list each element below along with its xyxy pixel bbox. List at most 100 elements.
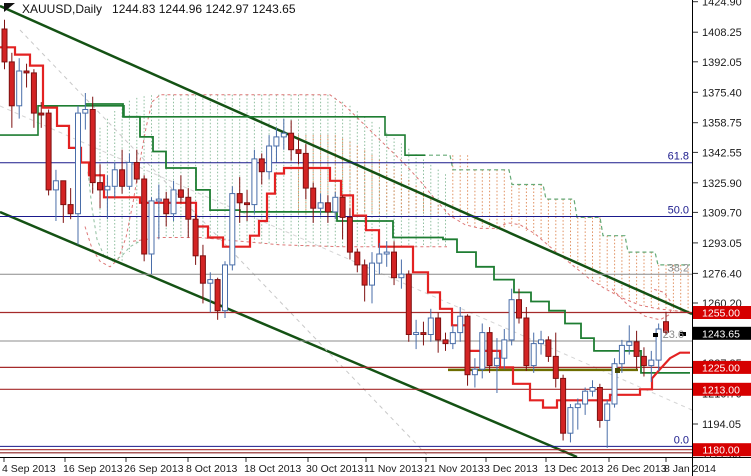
candle-body bbox=[148, 200, 155, 255]
candle-body bbox=[104, 185, 111, 191]
price-tick-label: 1293.05 bbox=[702, 238, 742, 250]
candle-body bbox=[618, 344, 625, 365]
candle-body bbox=[222, 264, 228, 312]
candle-body bbox=[626, 341, 633, 346]
candle-body bbox=[324, 202, 331, 213]
candle-body bbox=[427, 317, 434, 335]
channel-trendline-0[interactable] bbox=[0, 4, 693, 316]
candle-body bbox=[288, 132, 295, 151]
time-tick-label: 8 Oct 2013 bbox=[186, 463, 238, 475]
time-tick-label: 30 Oct 2013 bbox=[306, 463, 363, 475]
channel-median-trendline-2[interactable] bbox=[19, 29, 448, 476]
candle-body bbox=[516, 299, 522, 319]
price-label-box-1180.00 bbox=[693, 443, 751, 457]
candle-body bbox=[38, 112, 45, 116]
senkou-span-b-line bbox=[0, 105, 425, 156]
candle-body bbox=[464, 315, 471, 376]
time-tick-label: 26 Dec 2013 bbox=[607, 463, 667, 475]
ohlc-values: 1244.83 1244.96 1242.97 1243.65 bbox=[112, 2, 296, 16]
candle-body bbox=[552, 355, 559, 379]
candle-body bbox=[8, 61, 15, 107]
candle-body bbox=[45, 112, 52, 191]
time-tick-label: 18 Oct 2013 bbox=[244, 463, 301, 475]
time-tick-label: 8 Jan 2014 bbox=[664, 463, 716, 475]
fib-label-23.6: 23.6 bbox=[663, 329, 684, 341]
candle-body bbox=[229, 193, 236, 266]
price-tick-label: 1375.40 bbox=[702, 87, 742, 99]
bid-dash bbox=[680, 332, 686, 336]
time-tick-label: 21 Nov 2013 bbox=[424, 463, 484, 475]
candle-body bbox=[376, 253, 383, 264]
last-price-dot bbox=[653, 333, 658, 337]
time-axis-bg[interactable] bbox=[0, 458, 751, 476]
channel-trendline-1[interactable] bbox=[0, 210, 578, 459]
price-tick-label: 1424.90 bbox=[702, 0, 742, 9]
candle-body bbox=[346, 216, 353, 253]
candle-body bbox=[126, 162, 133, 187]
senkou-span-a-line bbox=[84, 94, 691, 313]
candle-body bbox=[405, 273, 412, 336]
time-tick-label: 11 Nov 2013 bbox=[364, 463, 423, 475]
candle-body bbox=[493, 357, 500, 367]
candle-body bbox=[177, 189, 184, 198]
trendline-anchor bbox=[615, 368, 620, 373]
candle-body bbox=[199, 255, 206, 284]
candle-body bbox=[207, 279, 214, 284]
chart-title: XAUUSD,Daily 1244.83 1244.96 1242.97 1243… bbox=[22, 2, 296, 16]
candle-body bbox=[582, 390, 589, 405]
candle-body bbox=[501, 339, 508, 359]
candle-body bbox=[383, 251, 390, 255]
candle-body bbox=[361, 264, 368, 286]
candle-body bbox=[170, 189, 177, 215]
senkou-span-b-dashed bbox=[422, 154, 690, 266]
price-label-box-1255.00 bbox=[693, 306, 751, 319]
time-tick-label: 26 Sep 2013 bbox=[124, 463, 184, 475]
price-label-text: 1225.00 bbox=[702, 362, 740, 374]
time-tick-label: 13 Dec 2013 bbox=[544, 463, 604, 475]
candle-body bbox=[596, 387, 603, 421]
candle-body bbox=[1, 28, 8, 63]
candle-body bbox=[538, 339, 544, 345]
candle-body bbox=[369, 262, 375, 286]
price-label-box-1225.00 bbox=[693, 360, 751, 374]
price-tick-label: 1392.05 bbox=[702, 57, 742, 69]
cursor-arrow-icon bbox=[4, 3, 15, 12]
candle-body bbox=[155, 198, 162, 202]
candle-body bbox=[89, 109, 96, 184]
candle-body bbox=[52, 180, 59, 191]
candle-body bbox=[663, 321, 669, 333]
symbol-period-label: XAUUSD,Daily bbox=[22, 2, 103, 16]
time-tick-label: 3 Dec 2013 bbox=[484, 463, 538, 475]
candle-body bbox=[236, 193, 243, 204]
fib-label-0.0: 0.0 bbox=[674, 434, 689, 446]
senkou-span-a-lower bbox=[132, 237, 447, 248]
time-tick-label: 16 Sep 2013 bbox=[63, 463, 123, 475]
candle-body bbox=[589, 387, 596, 392]
candle-body bbox=[163, 198, 170, 215]
candle-body bbox=[273, 136, 280, 147]
channel-median-trendline-3[interactable] bbox=[0, 105, 693, 411]
candle-body bbox=[258, 158, 265, 173]
candle-body bbox=[75, 112, 81, 215]
senkou-span-a-curl bbox=[611, 288, 673, 321]
candle-body bbox=[442, 339, 449, 345]
candle-body bbox=[655, 328, 662, 361]
candle-body bbox=[60, 180, 67, 206]
candle-body bbox=[185, 196, 192, 220]
candle-body bbox=[310, 187, 317, 209]
candle-body bbox=[192, 218, 199, 257]
candle-body bbox=[449, 332, 456, 345]
price-label-text: 1180.00 bbox=[702, 445, 739, 457]
candle-body bbox=[648, 359, 655, 367]
fib-label-50.0: 50.0 bbox=[668, 205, 689, 217]
candle-body bbox=[471, 368, 478, 376]
price-tick-label: 1342.55 bbox=[702, 147, 742, 159]
fib-label-38.2: 38.2 bbox=[668, 262, 689, 274]
candle-body bbox=[545, 339, 552, 357]
candle-body bbox=[67, 204, 74, 215]
price-axis-bg[interactable] bbox=[692, 0, 751, 476]
candle-body bbox=[82, 109, 89, 114]
candle-body bbox=[560, 377, 567, 434]
fib-label-61.8: 61.8 bbox=[668, 151, 689, 163]
